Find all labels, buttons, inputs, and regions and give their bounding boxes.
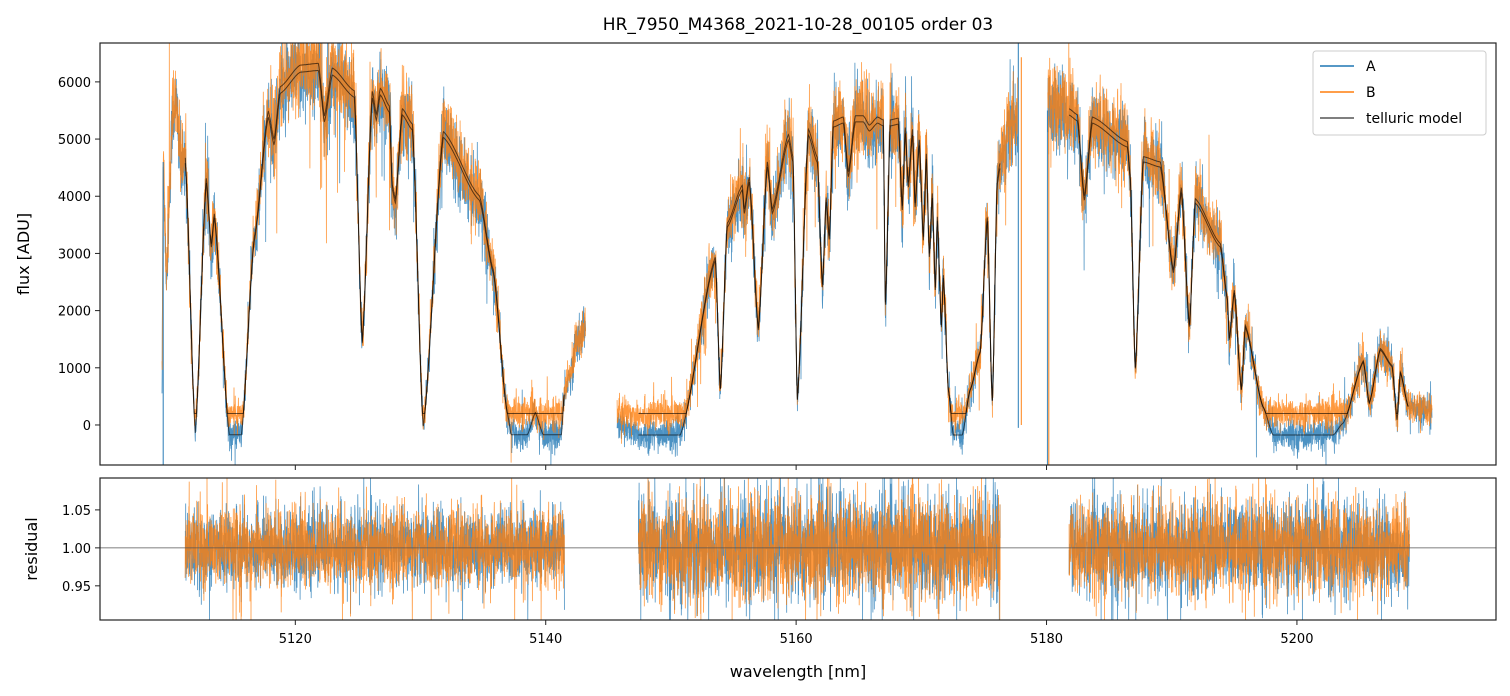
y-axis-label-residual: residual: [22, 517, 41, 580]
flux-axes-frame: [99, 42, 1497, 466]
y-tick-label-flux: 3000: [58, 247, 91, 262]
x-axis-label: wavelength [nm]: [730, 662, 867, 681]
telluric-model-b-segment-1: [184, 62, 565, 414]
series-b-segment-2: [616, 62, 1018, 444]
legend-label-model: telluric model: [1366, 111, 1462, 127]
x-tick-label: 5180: [1030, 632, 1063, 647]
y-tick-label-flux: 1000: [58, 362, 91, 377]
residual-a-segment-2: [638, 478, 1001, 620]
x-tick-label: 5200: [1280, 632, 1313, 647]
residual-b-segment-3: [1068, 478, 1410, 620]
series-a-segment-2: [616, 59, 1018, 457]
flux-panel: [161, 43, 1433, 465]
legend-label-b: B: [1366, 85, 1376, 101]
y-axis-label-flux: flux [ADU]: [14, 213, 33, 295]
residual-b-segment-2: [638, 478, 1001, 620]
y-tick-label-residual: 0.95: [62, 580, 91, 595]
y-tick-label-residual: 1.00: [62, 542, 91, 557]
y-tick-label-flux: 2000: [58, 305, 91, 320]
telluric-model-b-segment-3: [1069, 108, 1409, 414]
x-tick-label: 5120: [279, 632, 312, 647]
telluric-model-b-segment-2: [638, 115, 1001, 414]
residual-axes-frame: [99, 477, 1497, 621]
y-tick-label-flux: 4000: [58, 190, 91, 205]
chart-title: HR_7950_M4368_2021-10-28_00105 order 03: [603, 15, 993, 35]
legend-label-a: A: [1366, 59, 1376, 75]
residual-b-segment-1: [184, 478, 565, 620]
residual-panel: [100, 478, 1496, 620]
y-tick-label-residual: 1.05: [62, 504, 91, 519]
axes-ticks: 5120 5140 5160 5180 5200 0 1000 2000 3000 4000 500…: [58, 76, 1314, 647]
y-tick-label-flux: 6000: [58, 76, 91, 91]
series-b-segment-3: [1047, 43, 1433, 436]
x-tick-label: 5160: [780, 632, 813, 647]
legend-box: [1312, 50, 1487, 136]
y-tick-label-flux: 0: [83, 419, 91, 434]
legend: A B telluric model: [1312, 50, 1487, 136]
x-tick-label: 5140: [529, 632, 562, 647]
y-tick-label-flux: 5000: [58, 133, 91, 148]
